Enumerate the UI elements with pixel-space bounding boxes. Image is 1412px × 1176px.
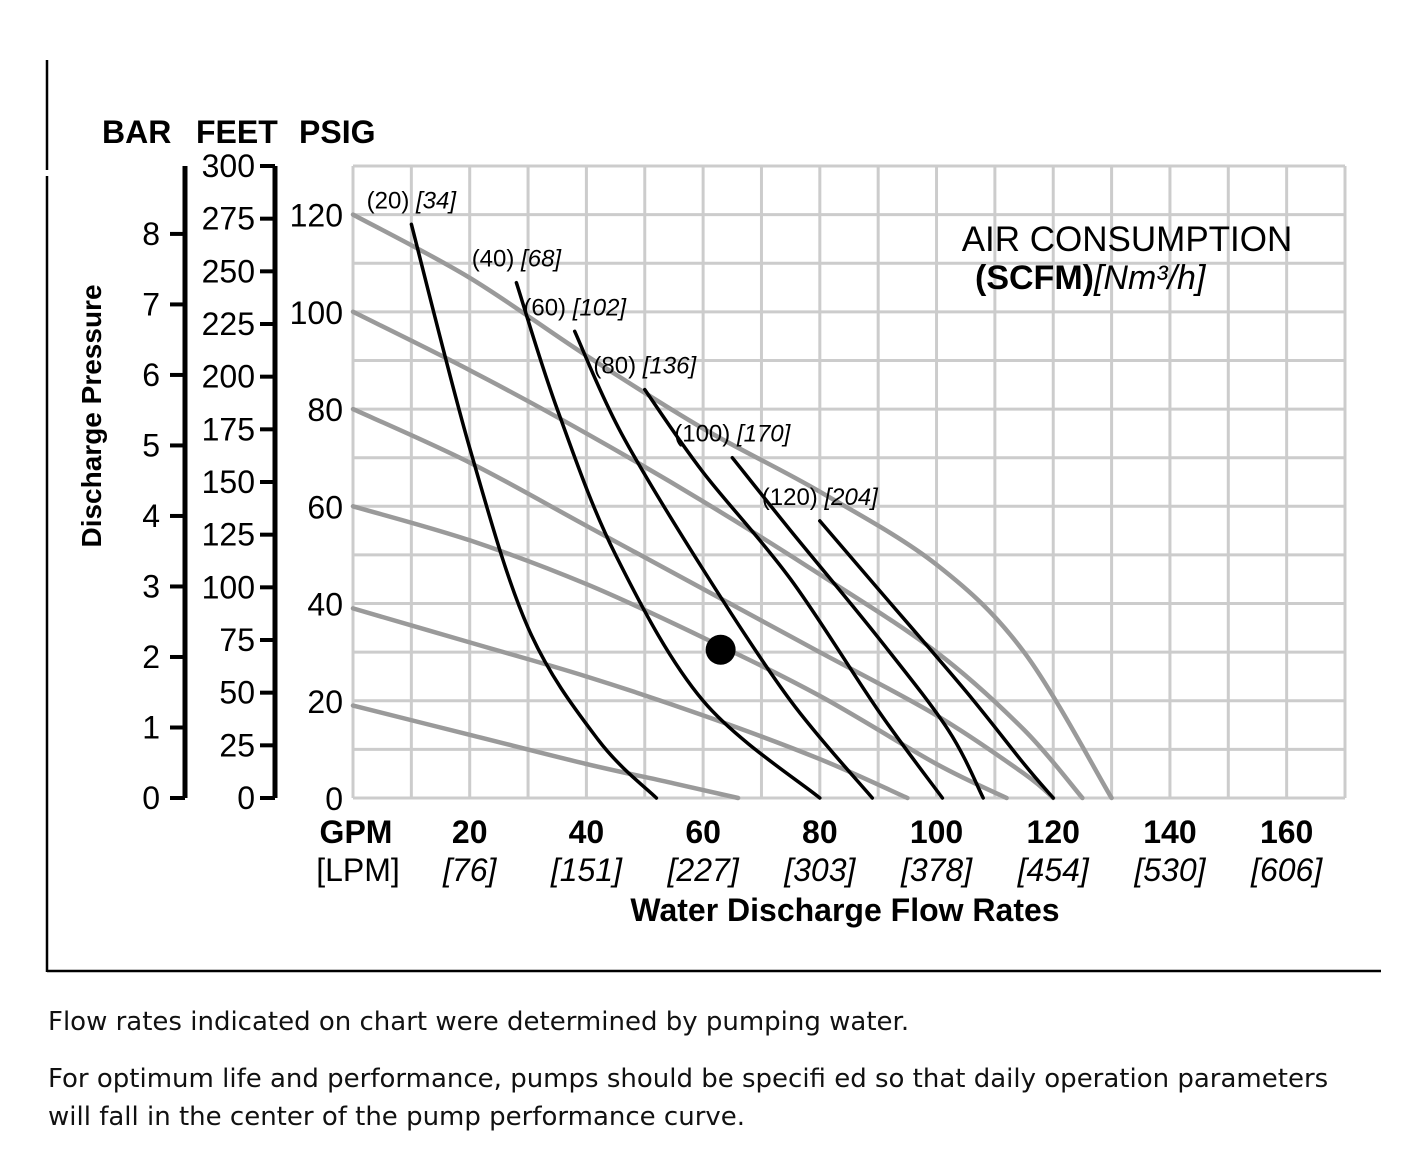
feet-axis-tick-label: 75 <box>219 622 255 658</box>
air-consumption-curve <box>643 387 945 800</box>
air-curve-label-scfm: (120) <box>762 484 825 511</box>
air-curve-label: (100) [170] <box>674 421 791 448</box>
axes: 0123456780255075100125150175200225250275… <box>142 148 1323 888</box>
feet-axis-tick-label: 150 <box>202 464 255 500</box>
psig-axis-tick-label: 80 <box>307 392 343 428</box>
psig-axis-tick-label: 20 <box>307 684 343 720</box>
air-curve-label-nm3h: [204] <box>823 484 879 511</box>
air-curve-label: (120) [204] <box>762 484 879 511</box>
bar-axis-tick-label: 3 <box>142 568 160 604</box>
air-consumption-curve <box>409 222 659 800</box>
x-unit-lpm: [LPM] <box>316 852 400 888</box>
x-tick-label-lpm: [606] <box>1250 852 1323 888</box>
x-tick-label-gpm: 80 <box>802 814 838 850</box>
air-curve-label: (20) [34] <box>367 187 458 214</box>
bar-axis-tick-label: 0 <box>142 780 160 816</box>
air-curve-label-scfm: (40) <box>472 246 521 273</box>
x-tick-label-lpm: [454] <box>1017 852 1090 888</box>
feet-axis-tick-label: 200 <box>202 359 255 395</box>
unit-feet-header: FEET <box>196 114 278 150</box>
psig-axis-tick-label: 120 <box>290 198 343 234</box>
footnote-optimum-life: For optimum life and performance, pumps … <box>48 1064 1329 1132</box>
x-tick-label-lpm: [378] <box>900 852 973 888</box>
grid <box>351 164 1347 800</box>
x-tick-label-lpm: [151] <box>550 852 623 888</box>
x-tick-label-gpm: 40 <box>569 814 605 850</box>
air-curve-label-scfm: (100) <box>674 421 737 448</box>
air-curve-label-nm3h: [34] <box>415 187 457 214</box>
x-tick-label-gpm: 160 <box>1260 814 1313 850</box>
x-tick-label-lpm: [303] <box>783 852 856 888</box>
pump-performance-chart: 0123456780255075100125150175200225250275… <box>45 60 1381 973</box>
x-unit-gpm: GPM <box>320 814 393 850</box>
marker <box>705 634 736 665</box>
unit-psig-header: PSIG <box>299 114 375 150</box>
air-consumption-curves: (20) [34] (40) [68] (60) [102] (80) [136] (1… <box>367 187 1055 800</box>
pressure-curve <box>350 504 1009 801</box>
feet-axis-tick-label: 300 <box>202 148 255 184</box>
air-consumption-curve <box>514 280 822 800</box>
bar-axis-tick-label: 2 <box>142 639 160 675</box>
air-curve-label: (40) [68] <box>472 246 563 273</box>
air-curve-label: (60) [102] <box>523 294 627 321</box>
air-curve-label-nm3h: [170] <box>736 421 792 448</box>
x-tick-label-lpm: [76] <box>442 852 497 888</box>
air-consumption-curve <box>818 519 1055 800</box>
pressure-curve <box>350 212 1114 801</box>
feet-axis-tick-label: 275 <box>202 201 255 237</box>
feet-axis-tick-label: 0 <box>237 780 255 816</box>
x-tick-label-lpm: [227] <box>667 852 740 888</box>
bar-axis-tick-label: 7 <box>142 286 160 322</box>
psig-axis-tick-label: 0 <box>325 781 343 817</box>
air-consumption-unit-nm3h: [Nm³/h] <box>1093 259 1207 297</box>
air-curve-label: (80) [136] <box>593 353 697 380</box>
air-curve-label-nm3h: [136] <box>642 353 698 380</box>
x-tick-label-gpm: 20 <box>452 814 488 850</box>
pressure-curve <box>350 309 1085 801</box>
feet-axis-tick-label: 50 <box>219 675 255 711</box>
psig-axis-tick-label: 40 <box>307 587 343 623</box>
air-consumption-title: AIR CONSUMPTION <box>962 220 1293 259</box>
x-tick-label-gpm: 100 <box>910 814 963 850</box>
air-consumption-curve <box>572 329 875 800</box>
bar-axis-tick-label: 1 <box>142 709 160 745</box>
feet-axis-tick-label: 175 <box>202 411 255 447</box>
air-curve-label-nm3h: [102] <box>572 294 628 321</box>
x-axis-label: Water Discharge Flow Rates <box>630 892 1059 928</box>
air-curve-label-scfm: (80) <box>593 353 642 380</box>
unit-bar-header: BAR <box>102 114 171 150</box>
air-curve-label-scfm: (60) <box>523 294 572 321</box>
air-consumption-unit-scfm: (SCFM) <box>975 259 1094 297</box>
x-tick-label-gpm: 120 <box>1027 814 1080 850</box>
bar-axis-tick-label: 8 <box>142 216 160 252</box>
bar-axis-tick-label: 6 <box>142 357 160 393</box>
pressure-curve <box>350 606 910 801</box>
feet-axis-tick-label: 25 <box>219 727 255 763</box>
x-tick-label-lpm: [530] <box>1133 852 1206 888</box>
feet-axis-tick-label: 100 <box>202 569 255 605</box>
psig-axis-tick-label: 100 <box>290 295 343 331</box>
air-curve-label-nm3h: [68] <box>520 246 562 273</box>
operating-point-marker <box>705 634 736 665</box>
pressure-curve <box>350 703 741 801</box>
air-consumption-unit: (SCFM)[Nm³/h] <box>975 259 1207 297</box>
feet-axis-tick-label: 125 <box>202 517 255 553</box>
x-tick-label-gpm: 60 <box>685 814 721 850</box>
footnote-flow-rates: Flow rates indicated on chart were deter… <box>48 1007 910 1037</box>
pressure-curves <box>350 212 1114 801</box>
x-tick-label-gpm: 140 <box>1143 814 1196 850</box>
feet-axis-tick-label: 250 <box>202 253 255 289</box>
y-axis-label: Discharge Pressure <box>76 284 107 547</box>
bar-axis-tick-label: 4 <box>142 498 160 534</box>
feet-axis-tick-label: 225 <box>202 306 255 342</box>
bar-axis-tick-label: 5 <box>142 427 160 463</box>
air-curve-label-scfm: (20) <box>367 187 416 214</box>
psig-axis-tick-label: 60 <box>307 489 343 525</box>
air-consumption-curve <box>730 455 985 800</box>
